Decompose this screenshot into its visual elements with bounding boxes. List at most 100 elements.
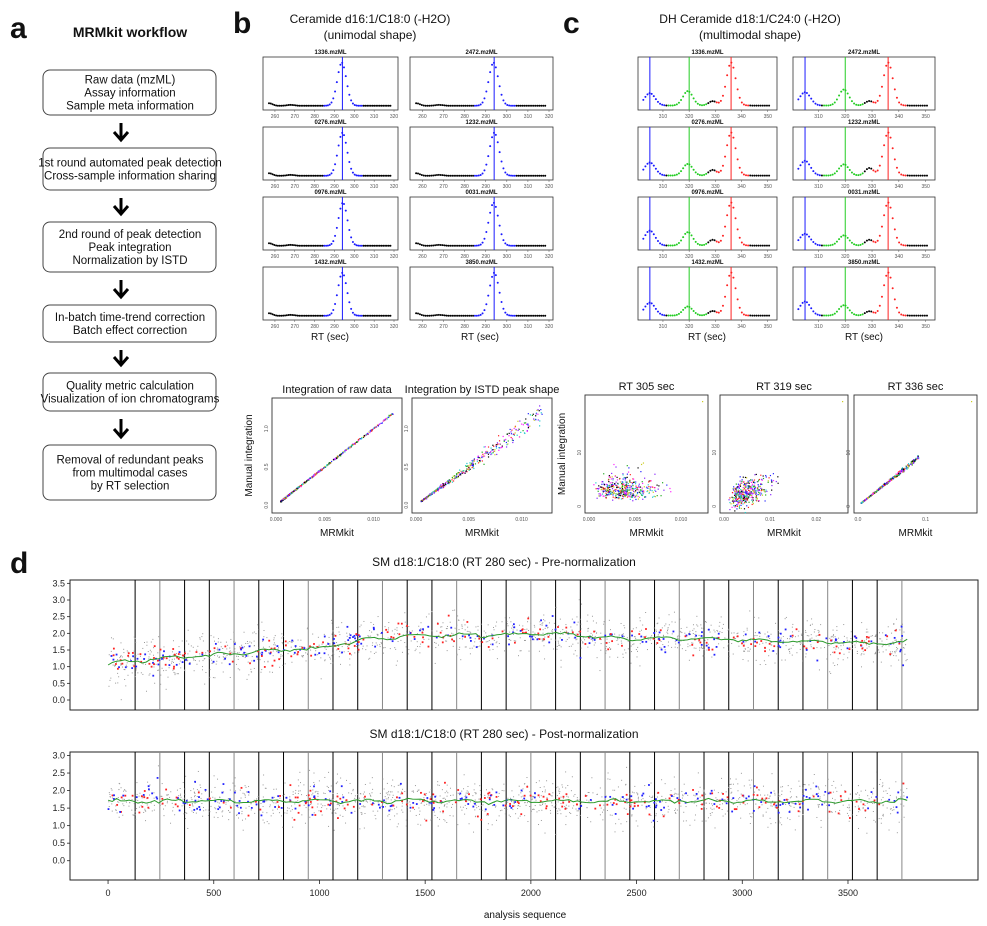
scatter-point: [642, 493, 644, 495]
sample-point: [201, 669, 203, 671]
scatter-point: [904, 468, 906, 470]
scatter-point: [457, 472, 459, 474]
sample-point: [620, 622, 622, 624]
scatter-point: [898, 474, 900, 476]
sample-point: [221, 662, 223, 664]
chromatogram-point: [382, 104, 385, 107]
chromatogram-point: [491, 136, 494, 139]
scatter-point: [472, 465, 474, 467]
workflow-step-text: Batch effect correction: [73, 325, 187, 337]
scatter-point: [632, 493, 634, 495]
chromatogram-point: [319, 244, 322, 247]
sample-point: [301, 655, 303, 657]
sample-point: [724, 637, 726, 639]
chromatogram-point: [323, 104, 326, 107]
sample-point: [149, 673, 151, 675]
chromatogram-point: [682, 167, 685, 170]
sample-point: [108, 654, 110, 656]
sample-point: [594, 635, 596, 637]
scatter-point: [765, 489, 767, 491]
scatter-point: [313, 474, 315, 476]
subplot-frame: [792, 266, 936, 321]
scatter-point: [481, 456, 483, 459]
sample-point: [327, 654, 329, 656]
scatter-point: [901, 469, 903, 471]
sample-point: [320, 657, 322, 659]
chromatogram-point: [874, 170, 877, 173]
chromatogram-point: [870, 100, 873, 103]
sample-point: [127, 674, 129, 676]
scatter-point: [609, 489, 611, 491]
sample-point: [324, 659, 326, 661]
scatter-point: [459, 474, 461, 476]
scatter-point: [732, 502, 734, 504]
chromatogram-point: [502, 307, 505, 310]
chromatogram-point: [369, 314, 372, 317]
sample-point: [696, 615, 698, 617]
sample-point: [171, 651, 173, 653]
scatter-point: [887, 481, 889, 483]
sample-point: [526, 628, 528, 630]
chromatogram-point: [680, 99, 683, 102]
scatter-point: [597, 490, 599, 492]
chromatogram-point: [667, 314, 670, 317]
chromatogram-point: [661, 173, 664, 176]
scatter-point: [470, 464, 472, 467]
chromatogram-point: [325, 174, 328, 177]
sample-point: [558, 644, 560, 646]
sample-point: [565, 640, 567, 642]
scatter-point: [738, 500, 740, 502]
chromatogram-point: [477, 244, 480, 247]
scatter-point: [527, 427, 529, 429]
sample-point: [817, 629, 819, 631]
chromatogram-point: [665, 314, 668, 317]
scatter-point: [732, 499, 735, 501]
sample-point: [817, 639, 819, 641]
chromatogram-point: [763, 174, 766, 177]
scatter-point: [743, 500, 746, 502]
sample-point: [404, 621, 406, 623]
sample-point: [223, 657, 225, 659]
chromatogram-point: [749, 174, 752, 177]
sample-point: [633, 643, 635, 645]
chromatogram-point: [880, 155, 883, 158]
sample-point: [350, 654, 352, 656]
x-tick-label: 300: [503, 324, 512, 330]
sample-point: [891, 651, 893, 653]
chromatogram-point: [435, 314, 438, 317]
scatter-point: [305, 480, 307, 483]
sample-point: [592, 620, 594, 622]
scatter-point: [350, 446, 352, 448]
chromatogram-point: [511, 104, 514, 107]
x-tick-label: 320: [545, 114, 554, 120]
chromatogram-point: [850, 311, 853, 314]
sample-point: [659, 646, 661, 648]
chromatogram-point: [378, 174, 381, 177]
x-tick-label: 260: [418, 114, 427, 120]
qc-point: [152, 674, 155, 677]
sample-point: [366, 645, 368, 647]
sample-point: [679, 644, 681, 646]
scatter-point: [611, 476, 613, 478]
sample-point: [437, 622, 439, 624]
chromatogram-point: [371, 314, 374, 317]
scatter-point: [471, 460, 473, 462]
chromatogram-point: [332, 240, 335, 243]
subplot-frame: [409, 196, 554, 251]
scatter-point: [627, 471, 630, 473]
sample-point: [480, 623, 482, 625]
qc-point: [284, 640, 287, 643]
sample-point: [586, 620, 588, 622]
sample-point: [330, 619, 332, 621]
chromatogram-point: [923, 244, 926, 247]
scatter-point: [472, 462, 474, 464]
scatter-point: [513, 433, 515, 435]
scatter-point: [896, 475, 898, 477]
sample-point: [645, 612, 647, 614]
sample-point: [259, 652, 261, 654]
scatter-point: [525, 423, 528, 425]
chromatogram-point: [510, 104, 513, 107]
sample-point: [541, 640, 543, 642]
scatter-point: [747, 506, 750, 509]
panel-b-subtitle: (unimodal shape): [324, 28, 417, 42]
